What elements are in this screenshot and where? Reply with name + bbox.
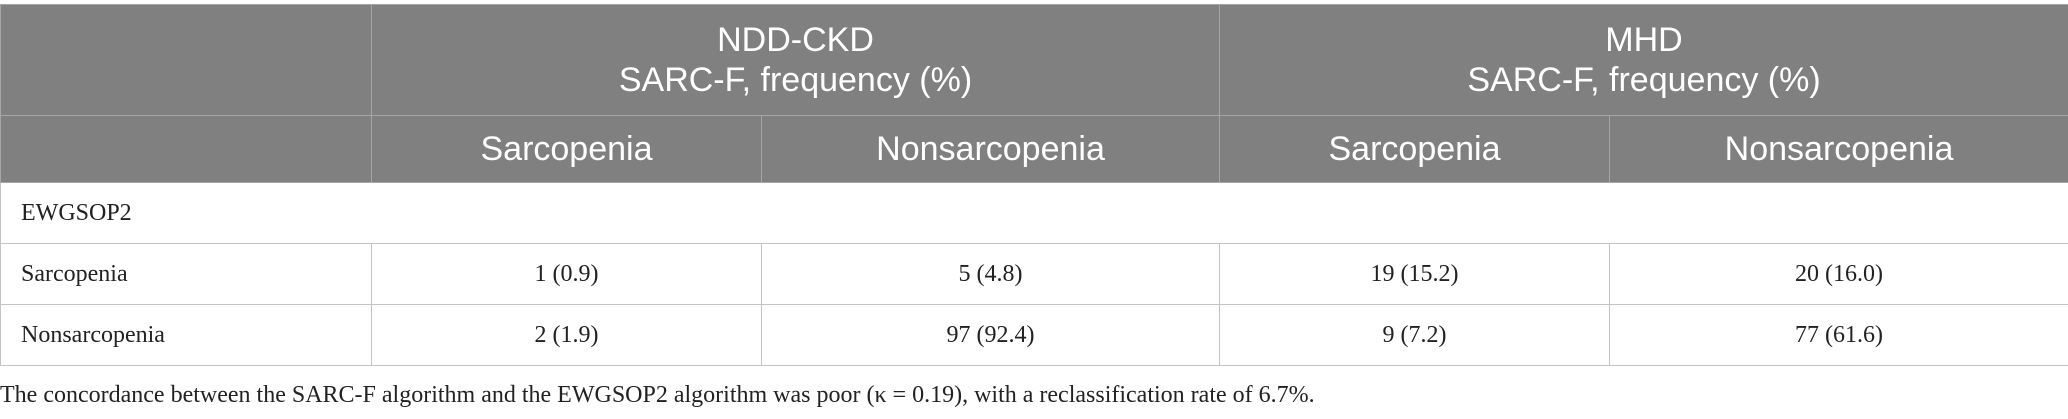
group-subtitle: SARC-F, frequency (%) [1467,61,1821,99]
cell: 2 (1.9) [371,304,762,366]
data-row: Nonsarcopenia 2 (1.9) 97 (92.4) 9 (7.2) 77 (… [0,304,2068,366]
column-header: Sarcopenia [371,115,762,183]
row-label: Sarcopenia [0,243,372,305]
cell: 97 (92.4) [760,304,1221,366]
cell: 19 (15.2) [1219,243,1611,305]
section-row: EWGSOP2 [0,182,2068,244]
corner-cell [0,4,372,116]
cell: 1 (0.9) [371,243,762,305]
column-header: Sarcopenia [1219,115,1611,183]
cell: 20 (16.0) [1609,243,2068,305]
cell: 9 (7.2) [1219,304,1611,366]
group-subtitle: SARC-F, frequency (%) [618,61,973,99]
data-row: Sarcopenia 1 (0.9) 5 (4.8) 19 (15.2) 20 (16.… [0,243,2068,305]
footnote: The concordance between the SARC-F algor… [0,382,1315,408]
column-header: Nonsarcopenia [760,115,1221,183]
group-name: MHD [1605,21,1683,59]
column-header: Nonsarcopenia [1609,115,2068,183]
cell: 5 (4.8) [760,243,1221,305]
group-header: MHD SARC-F, frequency (%) [1219,4,2068,116]
corner-cell [0,115,372,183]
group-header: NDD-CKD SARC-F, frequency (%) [370,4,1221,116]
section-label: EWGSOP2 [0,182,2068,244]
group-name: NDD-CKD [717,21,874,59]
cell: 77 (61.6) [1609,304,2068,366]
data-table: NDD-CKD SARC-F, frequency (%) MHD SARC-F, f… [0,4,2068,366]
row-label: Nonsarcopenia [0,304,372,366]
